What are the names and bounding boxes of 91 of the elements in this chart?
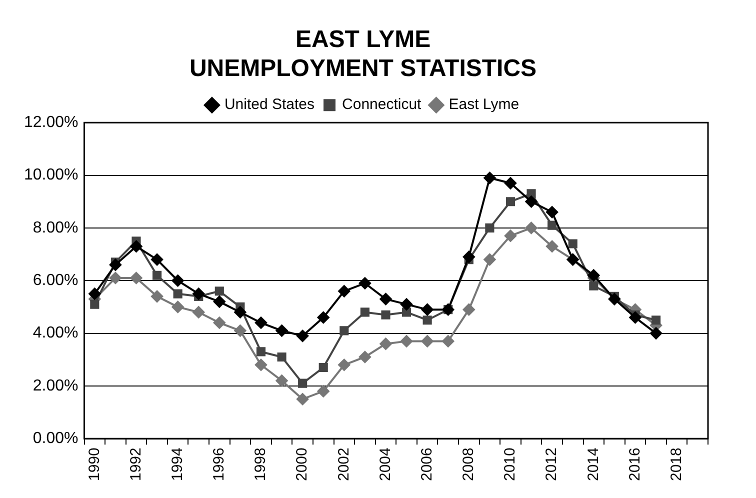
point — [568, 239, 578, 248]
x-tick-label: 1994 — [168, 448, 186, 482]
point — [318, 362, 328, 372]
point — [504, 230, 516, 242]
legend-label: Connecticut — [342, 96, 422, 114]
point — [338, 285, 350, 298]
x-tick-label: 2018 — [668, 448, 685, 482]
x-tick-label: 2012 — [543, 448, 560, 482]
point — [234, 324, 246, 337]
point — [402, 308, 412, 317]
x-tick-label: 2000 — [294, 448, 311, 482]
point — [213, 316, 226, 329]
point — [109, 258, 122, 271]
y-tick-label: 10.00% — [24, 166, 78, 184]
x-tick-label: 2016 — [626, 448, 644, 482]
x-tick-label: 2014 — [584, 448, 602, 482]
y-tick-label: 0.00% — [32, 430, 78, 448]
point — [213, 296, 226, 308]
legend-label: East Lyme — [448, 96, 520, 114]
legend-label: United States — [224, 96, 315, 114]
point — [234, 306, 246, 318]
point — [109, 272, 122, 284]
point — [651, 316, 661, 325]
y-tick-label: 12.00% — [24, 114, 78, 132]
point — [421, 335, 434, 348]
chart-title: EAST LYME UNEMPLOYMENT STATISTICS — [189, 26, 537, 82]
point — [192, 306, 205, 318]
point — [400, 335, 413, 348]
point — [629, 311, 642, 324]
point — [650, 327, 662, 340]
point — [90, 300, 100, 309]
point — [484, 172, 496, 184]
point — [338, 358, 350, 371]
point — [546, 206, 558, 218]
point — [400, 298, 413, 310]
point — [276, 374, 288, 387]
point — [506, 197, 516, 206]
point — [525, 196, 538, 208]
point — [296, 330, 309, 342]
point — [340, 326, 349, 336]
x-tick-label: 2008 — [460, 448, 478, 482]
point — [151, 254, 164, 266]
x-tick-label: 1990 — [86, 448, 103, 482]
point — [317, 385, 330, 398]
point — [172, 300, 184, 313]
point — [546, 240, 558, 252]
point — [422, 316, 432, 325]
x-tick-label: 1996 — [210, 448, 228, 482]
point — [421, 304, 434, 316]
point — [358, 350, 371, 363]
point — [504, 177, 516, 190]
point — [277, 352, 286, 362]
point — [548, 220, 557, 230]
point — [360, 308, 370, 317]
point — [358, 277, 371, 290]
point — [151, 290, 164, 302]
y-tick-label: 8.00% — [32, 219, 78, 236]
x-tick-label: 2010 — [502, 448, 519, 482]
x-tick-label: 1998 — [252, 448, 270, 482]
point — [462, 304, 475, 316]
point — [214, 286, 224, 296]
point — [130, 240, 142, 252]
x-tick-label: 2002 — [335, 448, 352, 482]
point — [296, 393, 309, 406]
point — [380, 338, 392, 350]
point — [254, 358, 267, 371]
x-tick-label: 1992 — [127, 448, 144, 482]
point — [462, 250, 475, 263]
point — [317, 311, 330, 324]
point — [152, 270, 162, 280]
point — [173, 289, 182, 298]
point — [381, 310, 390, 320]
y-tick-label: 4.00% — [32, 324, 78, 342]
point — [276, 324, 288, 337]
point — [192, 288, 205, 300]
x-tick-label: 2006 — [418, 448, 436, 482]
point — [172, 274, 184, 287]
point — [442, 335, 454, 348]
point — [525, 222, 538, 234]
y-tick-label: 2.00% — [32, 377, 78, 394]
point — [298, 378, 308, 388]
point — [485, 223, 494, 232]
x-tick-label: 2004 — [376, 448, 394, 482]
point — [254, 316, 267, 329]
point — [88, 288, 101, 300]
point — [130, 272, 142, 284]
point — [526, 189, 536, 198]
point — [484, 254, 496, 266]
point — [380, 293, 392, 306]
point — [256, 347, 266, 356]
y-tick-label: 6.00% — [32, 272, 78, 290]
